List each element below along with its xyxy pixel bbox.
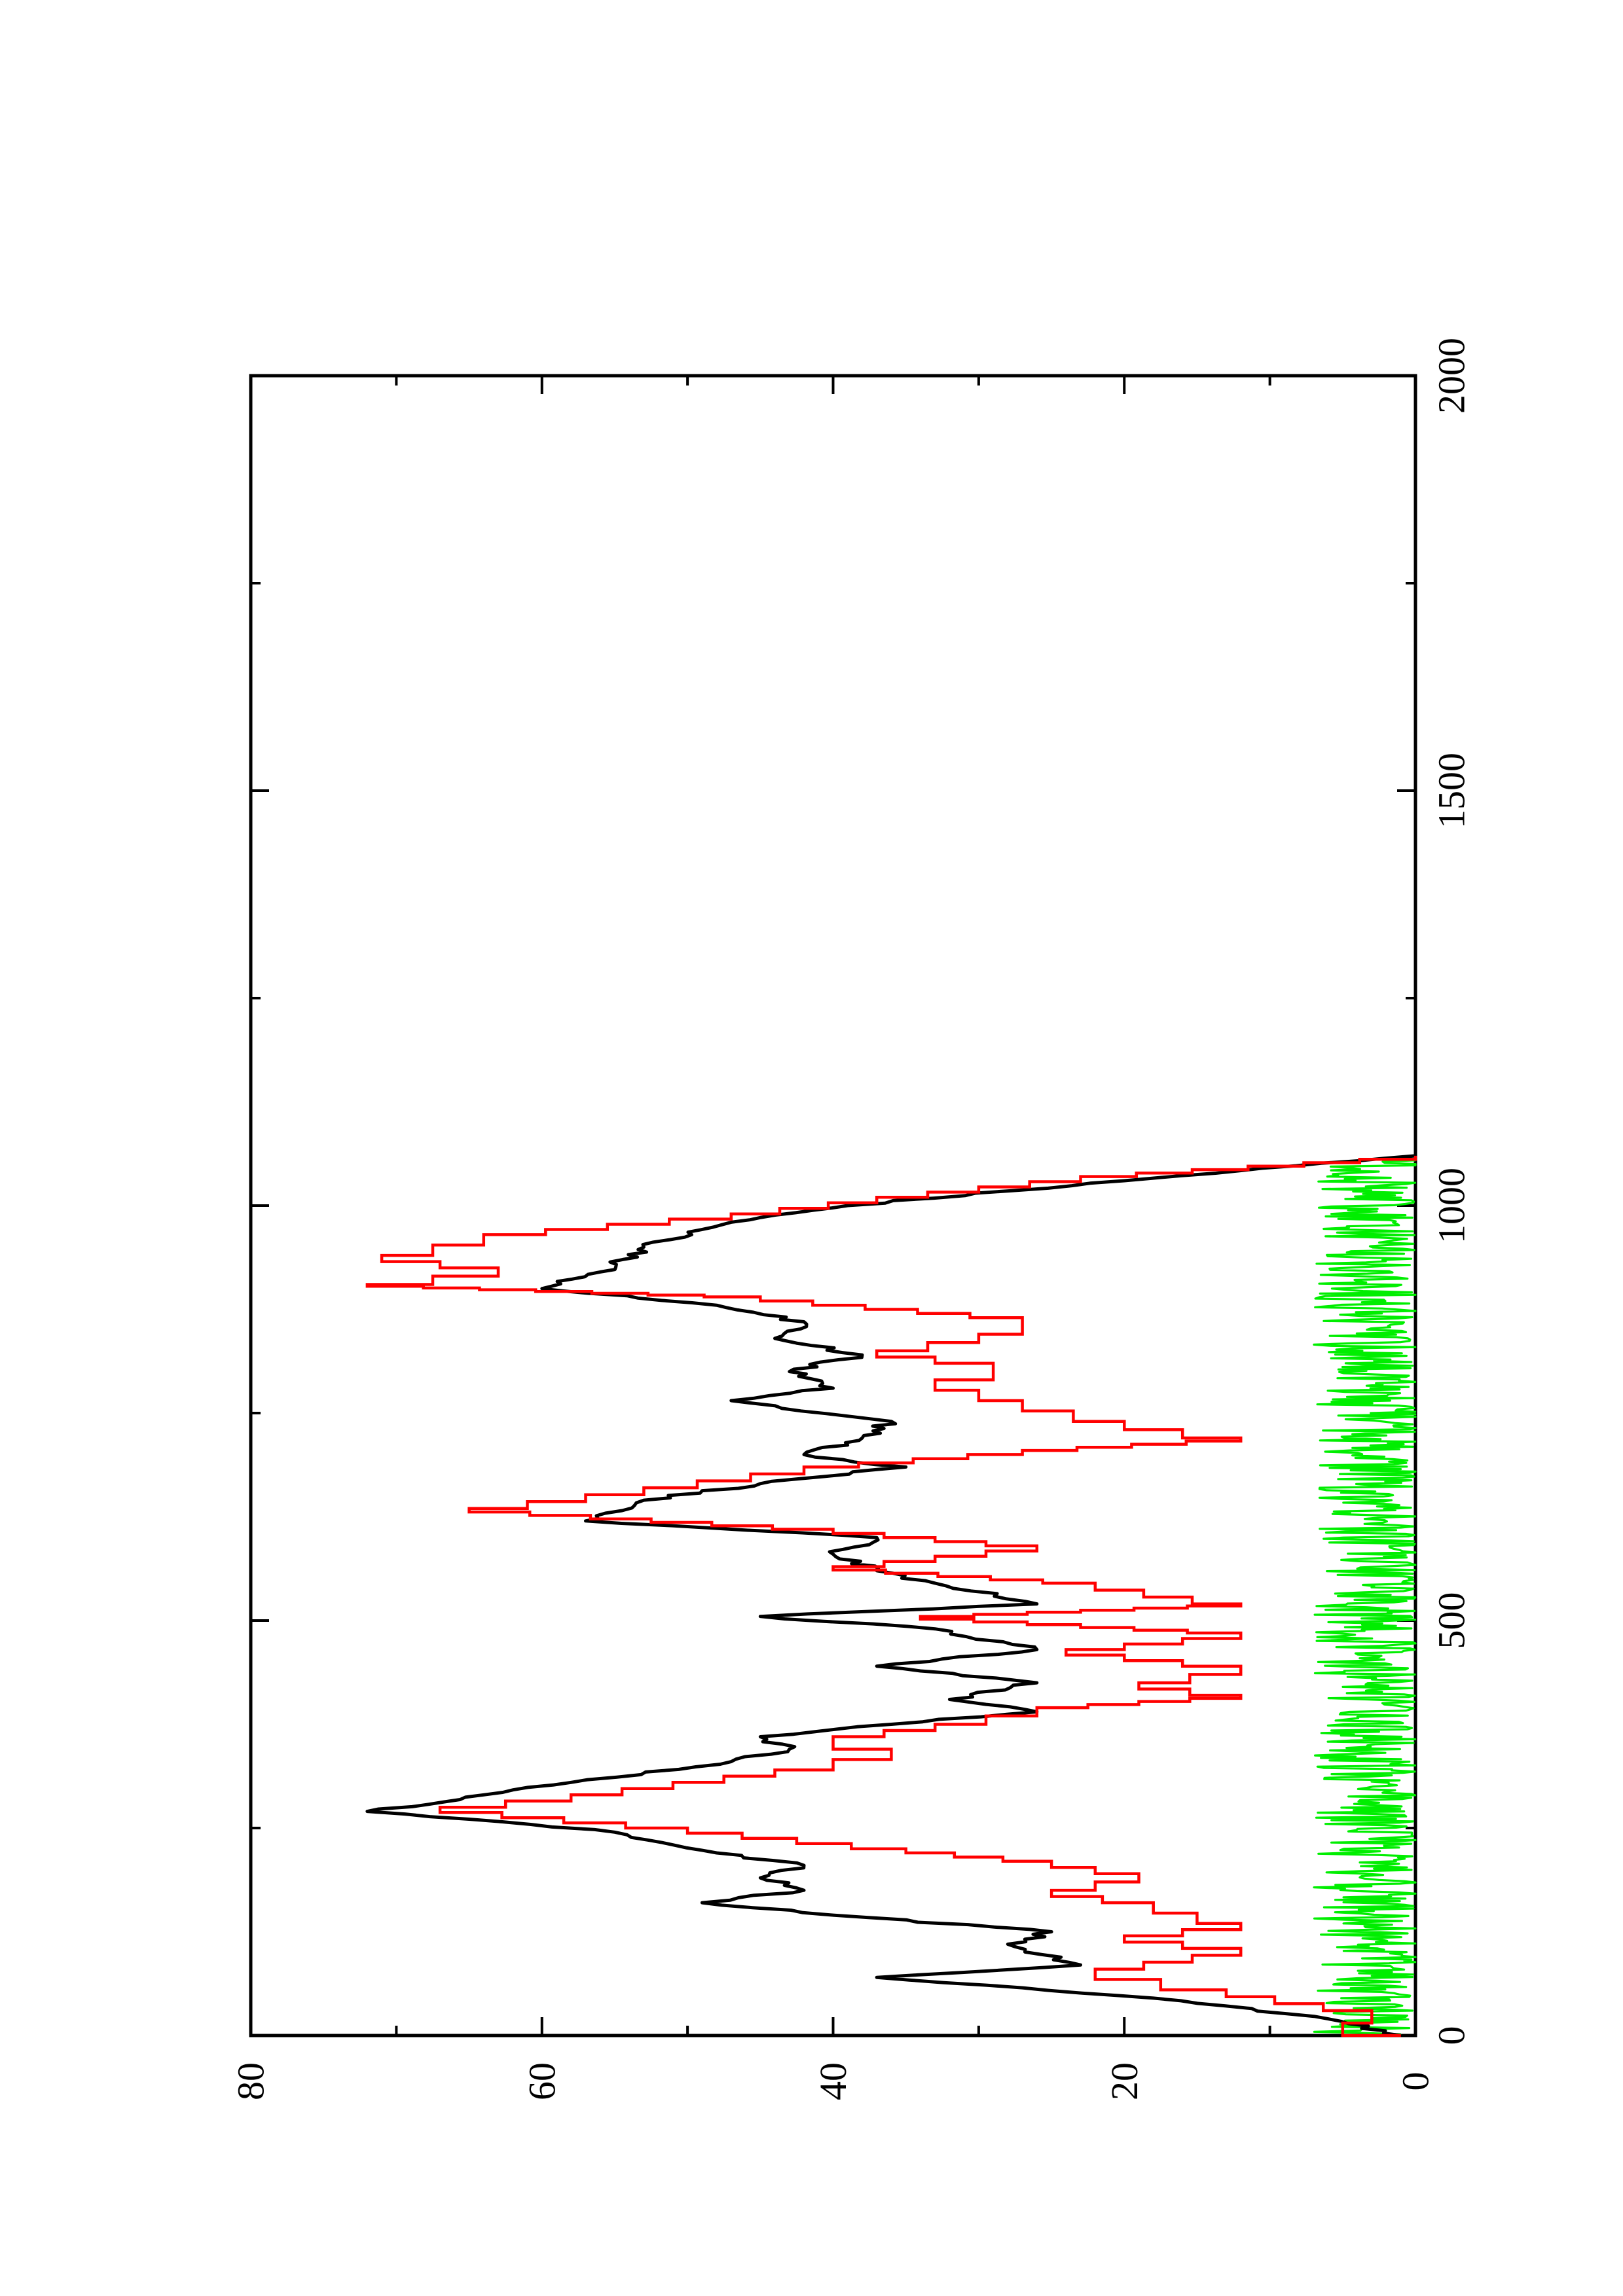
x-tick-label: 2000 [1431,338,1473,414]
series-black-line [365,1154,1416,2037]
y-tick-label: 60 [520,2062,563,2100]
x-tick-label: 1000 [1431,1168,1473,1244]
axis-ticks [249,374,1417,2037]
chart-series [365,1154,1417,2037]
plot-frame [249,374,1417,2037]
y-tick-label: 40 [812,2062,854,2100]
y-tick-label: 80 [230,2062,272,2100]
series-green-line [1313,1155,1417,2037]
x-tick-label: 500 [1431,1592,1473,1649]
axis-tick-labels: 0 500 1000 1500 2000 0 20 40 60 80 [230,338,1473,2100]
y-tick-label: 0 [1395,2072,1437,2091]
series-red-line [365,1155,1417,2037]
x-tick-label: 1500 [1431,753,1473,829]
y-tick-label: 20 [1103,2062,1146,2100]
x-tick-label: 0 [1431,2026,1473,2045]
